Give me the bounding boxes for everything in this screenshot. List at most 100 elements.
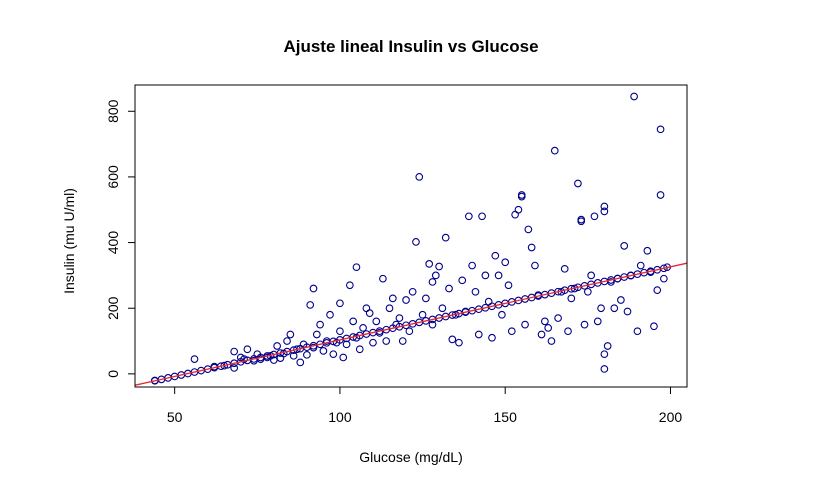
data-point [379, 274, 387, 283]
x-tick-label: 150 [494, 409, 518, 425]
data-point [527, 243, 536, 252]
data-point [468, 261, 477, 270]
data-point [355, 345, 364, 354]
data-point [342, 340, 351, 349]
data-point [491, 251, 500, 260]
data-point [544, 324, 553, 332]
data-point [620, 242, 629, 250]
data-point [352, 263, 361, 272]
plot-frame [134, 84, 688, 388]
data-point [428, 320, 437, 329]
data-point [567, 294, 576, 303]
data-point [283, 337, 291, 345]
data-point [455, 338, 463, 347]
data-point [494, 271, 503, 280]
data-point [636, 261, 645, 270]
data-point [653, 286, 662, 295]
data-point [412, 238, 420, 246]
data-point [309, 284, 318, 293]
data-point [385, 304, 394, 313]
y-tick-label: 0 [105, 370, 121, 378]
y-tick-label: 400 [105, 231, 121, 255]
data-point [517, 192, 526, 201]
data-point [600, 350, 609, 359]
data-point [408, 287, 417, 296]
data-point [336, 299, 344, 308]
data-point [643, 246, 652, 255]
data-point [507, 327, 516, 336]
data-point [369, 338, 377, 347]
data-point [428, 278, 437, 286]
data-point [590, 212, 599, 221]
data-point [286, 330, 295, 339]
data-point [273, 342, 281, 350]
data-point [329, 350, 338, 359]
y-tick-label: 800 [105, 99, 121, 123]
data-point [422, 294, 430, 303]
data-point [600, 202, 609, 211]
data-point [600, 365, 609, 373]
data-point [359, 324, 367, 332]
data-point [382, 337, 391, 345]
y-tick-label: 600 [105, 165, 121, 189]
data-point [336, 327, 344, 336]
data-point [577, 217, 586, 226]
data-point [580, 320, 589, 329]
data-point [488, 333, 496, 342]
data-point [190, 355, 199, 363]
regression-line [135, 262, 687, 386]
data-point [349, 317, 358, 326]
data-point [471, 287, 480, 296]
data-point [603, 342, 612, 350]
x-tick-label: 50 [167, 409, 183, 425]
data-point [303, 350, 311, 359]
data-point [435, 262, 443, 271]
data-point [418, 310, 427, 319]
data-point [316, 320, 324, 329]
data-point [431, 271, 440, 280]
data-point [610, 304, 619, 313]
data-point [597, 304, 605, 313]
data-point [445, 284, 453, 293]
data-point [541, 317, 549, 326]
data-point [574, 179, 582, 188]
data-point [547, 337, 556, 345]
data-point [481, 271, 490, 280]
data-point [617, 296, 625, 304]
data-point [583, 287, 592, 296]
y-axis-label: Insulin (mu U/ml) [61, 188, 77, 294]
data-point [441, 233, 450, 242]
data-point [498, 310, 506, 319]
data-point [296, 358, 305, 367]
data-point [484, 297, 493, 306]
data-point [550, 146, 559, 155]
y-axis: 0 200 400 600 800 [105, 99, 135, 378]
data-point [458, 276, 467, 285]
data-point [365, 309, 374, 317]
data-point [660, 274, 668, 283]
data-point [230, 364, 239, 372]
data-point [474, 330, 483, 339]
data-point [438, 304, 447, 313]
y-tick-label: 200 [105, 296, 121, 320]
data-point [319, 347, 328, 355]
data-point [339, 353, 348, 362]
data-point [289, 351, 298, 360]
data-point [269, 356, 278, 364]
data-point [537, 330, 546, 339]
data-point [593, 317, 602, 326]
data-point [531, 261, 539, 270]
data-point [306, 301, 315, 309]
x-axis: 50 100 150 200 [167, 387, 682, 425]
data-point [405, 327, 414, 336]
data-point [600, 207, 609, 216]
data-point [478, 212, 486, 221]
data-point [388, 294, 397, 303]
x-tick-label: 100 [328, 409, 352, 425]
data-point [560, 264, 569, 273]
x-tick-label: 200 [659, 409, 683, 425]
data-point [656, 125, 665, 134]
data-point [587, 271, 595, 280]
data-point [633, 327, 642, 336]
